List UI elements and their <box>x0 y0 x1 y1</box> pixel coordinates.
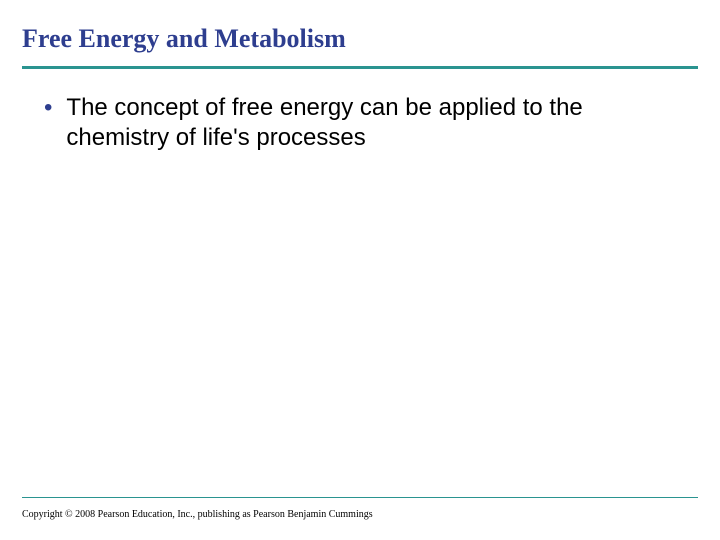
copyright-footer: Copyright © 2008 Pearson Education, Inc.… <box>22 509 373 520</box>
bullet-text: The concept of free energy can be applie… <box>66 93 680 153</box>
bullet-item: • The concept of free energy can be appl… <box>44 93 680 153</box>
bullet-marker: • <box>44 93 52 123</box>
slide-title: Free Energy and Metabolism <box>0 0 720 66</box>
content-area: • The concept of free energy can be appl… <box>0 69 720 153</box>
bottom-divider <box>22 497 698 498</box>
